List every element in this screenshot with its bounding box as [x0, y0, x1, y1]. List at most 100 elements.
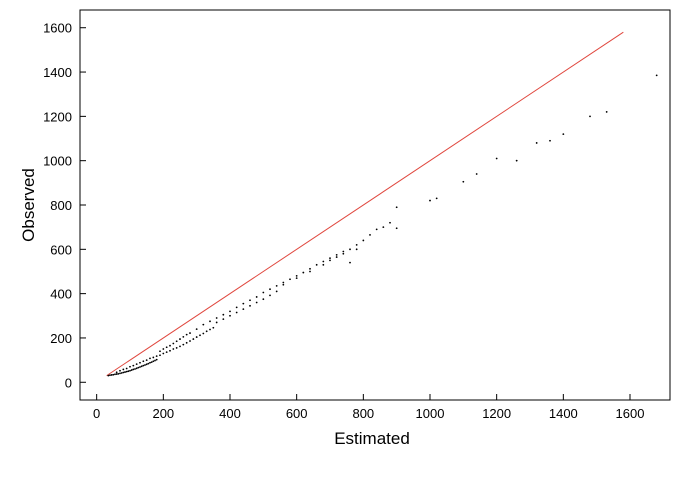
data-point: [139, 361, 141, 364]
x-tick-label: 800: [352, 406, 374, 421]
data-point: [435, 197, 438, 200]
y-tick-label: 400: [50, 287, 72, 302]
data-point: [135, 363, 138, 366]
data-point: [202, 323, 205, 326]
data-point: [322, 263, 325, 266]
data-point: [515, 159, 518, 162]
data-point: [182, 343, 185, 346]
data-point: [322, 260, 325, 263]
data-point: [142, 364, 145, 367]
data-point: [249, 304, 251, 307]
x-axis-label: Estimated: [334, 429, 410, 448]
data-point: [229, 310, 231, 313]
data-point: [154, 359, 156, 362]
data-point: [535, 142, 538, 144]
data-point: [195, 328, 198, 330]
data-point: [127, 370, 130, 373]
data-point: [362, 239, 365, 242]
data-point: [107, 374, 110, 377]
data-point: [115, 373, 118, 375]
data-point: [110, 374, 113, 376]
data-point: [114, 373, 116, 376]
data-point: [179, 345, 181, 348]
data-point: [129, 369, 131, 372]
data-point: [589, 115, 591, 118]
y-tick-label: 800: [50, 198, 72, 213]
data-point: [169, 344, 171, 347]
data-point: [169, 349, 171, 352]
data-point: [315, 263, 318, 266]
y-tick-label: 0: [65, 375, 72, 390]
data-point: [119, 372, 121, 375]
data-point: [115, 371, 118, 374]
data-point: [369, 234, 371, 236]
data-point: [309, 267, 311, 270]
data-point: [549, 139, 551, 142]
data-point: [275, 284, 278, 287]
data-point: [282, 281, 285, 284]
data-point: [605, 111, 608, 113]
data-point: [242, 308, 245, 311]
data-point: [120, 372, 123, 374]
data-point: [395, 227, 398, 230]
data-point: [215, 321, 218, 324]
data-point: [335, 256, 338, 258]
data-point: [152, 356, 155, 359]
x-tick-label: 1200: [482, 406, 511, 421]
data-point: [262, 298, 265, 301]
data-point: [140, 365, 143, 368]
data-point: [125, 367, 128, 370]
data-point: [295, 277, 298, 280]
data-point: [389, 221, 391, 224]
data-point: [302, 271, 305, 274]
data-point: [182, 335, 185, 338]
data-point: [195, 336, 198, 338]
data-point: [147, 362, 150, 365]
data-point: [119, 369, 121, 372]
data-point: [275, 290, 278, 293]
data-point: [255, 296, 258, 298]
data-point: [142, 360, 145, 363]
data-point: [109, 374, 111, 377]
data-point: [209, 320, 211, 323]
data-point: [159, 350, 161, 353]
data-point: [185, 341, 188, 344]
y-tick-label: 1400: [43, 65, 72, 80]
data-point: [137, 366, 140, 369]
data-point: [222, 318, 225, 321]
data-point: [289, 278, 291, 281]
y-axis-ticks: 0 200 400 600 800 1000 1200 1400 1600: [43, 21, 86, 390]
data-point: [295, 275, 298, 277]
data-point: [139, 366, 141, 368]
data-point: [309, 270, 311, 273]
x-tick-label: 1000: [416, 406, 445, 421]
data-point: [189, 332, 191, 334]
data-points: [107, 74, 658, 377]
data-point: [130, 369, 133, 371]
data-point: [335, 253, 338, 256]
data-point: [152, 360, 155, 363]
data-point: [342, 252, 345, 255]
data-point: [150, 361, 153, 364]
data-point: [209, 328, 211, 331]
data-point: [202, 332, 205, 335]
data-point: [155, 355, 158, 358]
data-point: [179, 338, 181, 340]
data-point: [229, 314, 231, 317]
data-point: [145, 359, 148, 362]
x-tick-label: 1600: [616, 406, 645, 421]
data-point: [165, 351, 168, 354]
data-point: [162, 352, 165, 355]
data-point: [144, 364, 146, 366]
x-tick-label: 1400: [549, 406, 578, 421]
data-point: [192, 338, 195, 340]
y-tick-label: 1600: [43, 21, 72, 36]
data-point: [242, 302, 245, 305]
data-point: [355, 248, 358, 251]
data-point: [112, 373, 115, 376]
data-point: [172, 342, 175, 345]
data-point: [355, 243, 358, 246]
data-point: [655, 74, 658, 77]
data-point: [329, 257, 331, 260]
